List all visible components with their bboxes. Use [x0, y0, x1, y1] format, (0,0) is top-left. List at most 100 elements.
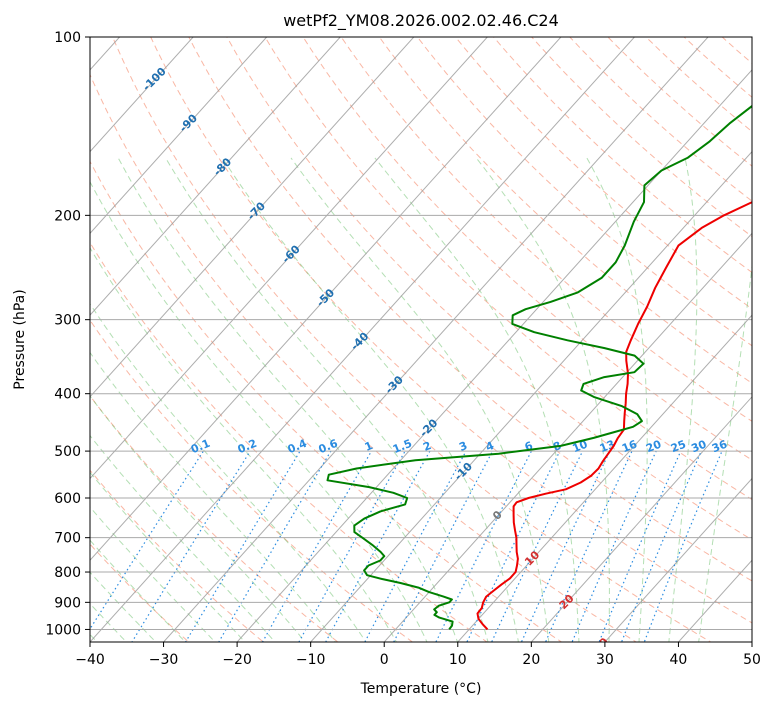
y-tick-label: 600	[54, 491, 81, 507]
x-tick-label: 40	[670, 652, 688, 668]
x-tick-label: 50	[743, 652, 761, 668]
y-tick-label: 700	[54, 531, 81, 547]
isotherm-line	[530, 396, 752, 642]
dry-adiabat-line	[302, 37, 752, 461]
dry-adiabat-line	[721, 37, 752, 64]
moist-adiabat-line	[90, 434, 276, 642]
isotherm-line	[90, 37, 415, 398]
dry-adiabat-line	[90, 241, 488, 642]
moist-adiabat-line	[374, 157, 580, 642]
isotherm-line	[751, 641, 752, 642]
isotherm-line	[236, 69, 752, 642]
dry-adiabat-line	[90, 319, 414, 642]
chart-title: wetPf2_YM08.2026.002.02.46.C24	[283, 11, 559, 31]
mixing-ratio-line	[218, 450, 332, 642]
mixing-ratio-label: 0.6	[317, 437, 340, 456]
x-tick-label: −10	[296, 652, 326, 668]
isotherm-line	[457, 314, 752, 642]
isotherm-line	[90, 37, 194, 153]
isotherm-line	[90, 37, 636, 642]
dry-adiabat-line	[90, 469, 265, 642]
y-tick-label: 200	[54, 208, 81, 224]
moist-adiabat-line	[475, 157, 610, 642]
isotherm-label: 30	[591, 635, 611, 655]
dry-adiabat-line	[569, 37, 752, 202]
isotherm-line	[90, 37, 562, 562]
isotherm-line	[90, 37, 341, 316]
x-axis: −40 −30 −20 −10 0 10 20 30 40 50	[75, 642, 761, 668]
isotherm-line	[677, 559, 752, 642]
mixing-ratio-label: 2	[421, 439, 433, 454]
dry-adiabat-line	[90, 543, 190, 642]
isotherm-line	[309, 150, 752, 642]
mixing-ratio-line	[643, 450, 723, 642]
y-tick-label: 300	[54, 313, 81, 329]
mixing-ratio-line	[393, 450, 494, 642]
y-axis: 100 200 300 400 500 600 700 800 900 1000	[45, 30, 90, 638]
mixing-ratio-line	[544, 450, 633, 642]
isotherm-line	[383, 232, 752, 642]
moist-adiabat-line	[668, 157, 698, 642]
dry-adiabat-line	[264, 37, 752, 501]
mixing-ratio-label: 3	[457, 439, 469, 454]
moist-adiabat-line	[290, 157, 550, 642]
mixing-ratio-line	[90, 450, 204, 631]
mixing-ratio-label: 1.5	[391, 437, 414, 456]
dry-adiabat-line	[340, 37, 752, 422]
isotherm-line	[90, 37, 489, 480]
mixing-ratio-label: 0.2	[236, 437, 259, 456]
mixing-ratio-line	[364, 450, 467, 642]
dry-adiabat-line	[454, 37, 752, 310]
y-tick-label: 500	[54, 444, 81, 460]
mixing-ratio-line	[261, 450, 373, 642]
x-tick-label: −20	[222, 652, 252, 668]
y-tick-label: 1000	[45, 622, 81, 638]
moist-adiabat-line	[90, 539, 187, 642]
mixing-ratio-line	[598, 450, 682, 642]
isotherm-label: 40	[626, 678, 646, 698]
mixing-ratio-label: 25	[669, 438, 688, 456]
mixing-ratio-label: 20	[644, 437, 663, 455]
y-tick-label: 900	[54, 595, 81, 611]
mixing-ratio-label: 0.4	[286, 437, 309, 456]
mixing-ratio-label: 30	[689, 437, 708, 455]
dry-adiabat-line	[226, 37, 752, 541]
mixing-ratio-label: 16	[620, 437, 639, 455]
x-tick-label: −30	[149, 652, 179, 668]
dry-adiabat-line	[90, 73, 638, 642]
mixing-ratio-label: 36	[710, 437, 729, 455]
moist-adiabat-line	[90, 302, 367, 642]
mixing-ratio-label: 13	[598, 438, 617, 456]
temperature-profile-line	[476, 201, 752, 631]
y-tick-label: 800	[54, 565, 81, 581]
y-axis-title: Pressure (hPa)	[12, 289, 28, 389]
background-lines	[0, 10, 775, 654]
y-tick-label: 100	[54, 30, 81, 46]
x-tick-label: −40	[75, 652, 105, 668]
dry-adiabat-line	[90, 160, 563, 642]
moist-adiabat-line	[221, 157, 519, 642]
isotherm-line	[604, 477, 752, 642]
isotherm-line	[0, 10, 70, 654]
y-tick-label: 400	[54, 387, 81, 403]
dry-adiabat-line	[767, 10, 775, 654]
x-tick-label: 30	[596, 652, 614, 668]
x-tick-label: 10	[449, 652, 467, 668]
moist-adiabat-line	[90, 602, 128, 642]
dry-adiabat-line	[112, 37, 712, 642]
moist-adiabat-line	[586, 157, 648, 642]
isotherm-line	[162, 37, 709, 642]
dry-adiabat-line	[607, 37, 752, 167]
mixing-ratio-line	[184, 450, 301, 642]
dewpoint-profile-line	[326, 104, 752, 630]
moist-adiabat-line	[117, 157, 459, 642]
moist-adiabat-line	[90, 180, 428, 642]
moist-adiabat-line	[90, 571, 157, 642]
dry-adiabat-line	[416, 37, 752, 347]
profile-series	[326, 104, 752, 631]
mixing-ratio-label: 0.1	[189, 437, 212, 456]
x-tick-label: 20	[522, 652, 540, 668]
dry-adiabat-line	[683, 37, 752, 98]
